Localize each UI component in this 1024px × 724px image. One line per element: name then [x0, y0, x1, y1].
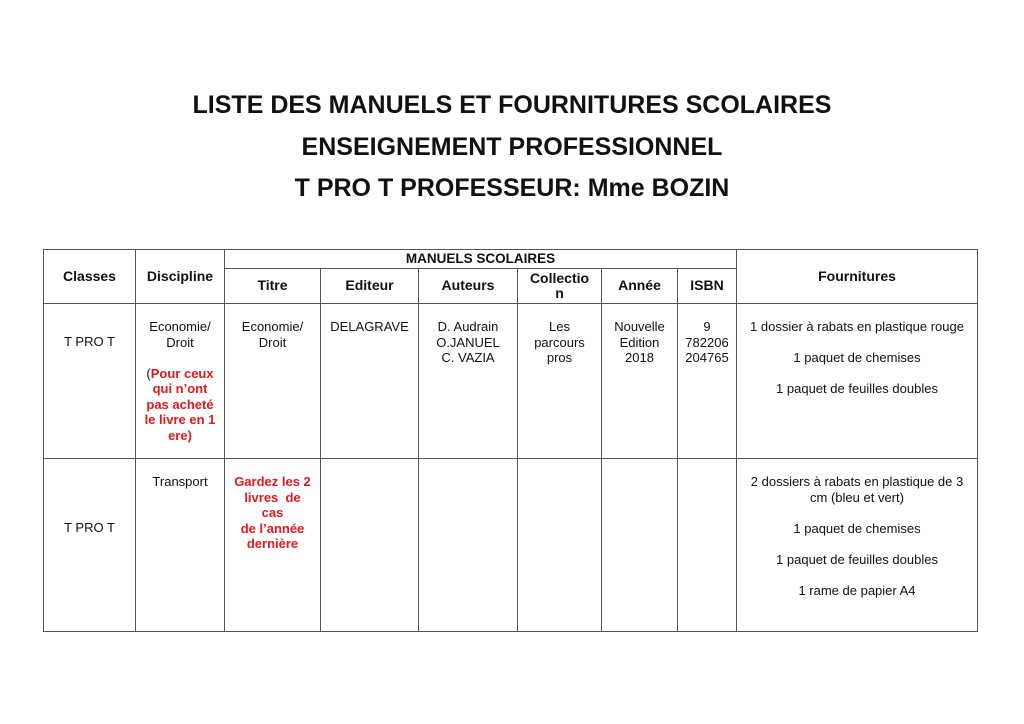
fourniture-item: 1 paquet de feuilles doubles: [776, 551, 938, 567]
cell-discipline: Economie/ Droit (Pour ceux qui n’ont pas…: [135, 303, 225, 459]
header-titre: Titre: [224, 268, 321, 304]
title-line-1: LISTE DES MANUELS ET FOURNITURES SCOLAIR…: [192, 91, 832, 119]
cell-classe: T PRO T: [43, 458, 136, 632]
cell-auteurs: D. Audrain O.JANUEL C. VAZIA: [418, 303, 518, 459]
header-editeur: Editeur: [320, 268, 419, 304]
cell-fournitures: 2 dossiers à rabats en plastique de 3 cm …: [736, 458, 978, 632]
header-annee: Année: [601, 268, 678, 304]
discipline-note: (Pour ceux: [146, 365, 214, 381]
cell-isbn: 9 782206 204765: [677, 303, 737, 459]
fourniture-item: 1 paquet de chemises: [793, 350, 921, 365]
header-discipline: Discipline: [135, 249, 225, 304]
cell-editeur: DELAGRAVE: [320, 303, 419, 459]
title-line-2: ENSEIGNEMENT PROFESSIONNEL: [301, 133, 723, 161]
cell-annee: Nouvelle Edition 2018: [601, 303, 678, 459]
cell-titre: Economie/Droit: [224, 303, 321, 459]
header-auteurs: Auteurs: [418, 268, 518, 304]
table-row: T PRO T Transport Gardez les 2 livres de…: [43, 458, 978, 632]
cell-titre-note: Gardez les 2 livres de cas de l’année de…: [224, 458, 321, 632]
fourniture-item: 2 dossiers à rabats en plastique de 3 cm …: [750, 474, 964, 505]
supplies-table: Classes Discipline MANUELS SCOLAIRES Fou…: [43, 249, 978, 632]
cell-discipline: Transport: [135, 458, 225, 632]
cell-auteurs: [418, 458, 518, 632]
header-isbn: ISBN: [677, 268, 737, 304]
cell-collection: Les parcours pros: [517, 303, 602, 459]
fourniture-item: 1 dossier à rabats en plastique rouge: [750, 319, 964, 334]
header-manuels-scolaires: MANUELS SCOLAIRES: [224, 249, 737, 269]
header-collection: Collectio n: [517, 268, 602, 304]
header-classes: Classes: [43, 249, 136, 304]
fourniture-item: 1 paquet de feuilles doubles: [776, 381, 938, 396]
cell-annee: [601, 458, 678, 632]
table-row: T PRO T Economie/ Droit (Pour ceux qui n…: [43, 303, 978, 459]
cell-editeur: [320, 458, 419, 632]
fourniture-item: 1 rame de papier A4: [798, 582, 916, 598]
cell-fournitures: 1 dossier à rabats en plastique rouge 1 …: [736, 303, 978, 459]
cell-collection: [517, 458, 602, 632]
fourniture-item: 1 paquet de chemises: [793, 520, 921, 536]
cell-classe: T PRO T: [43, 303, 136, 459]
cell-isbn: [677, 458, 737, 632]
header-fournitures: Fournitures: [736, 249, 978, 304]
title-line-3: T PRO T PROFESSEUR: Mme BOZIN: [294, 174, 730, 202]
